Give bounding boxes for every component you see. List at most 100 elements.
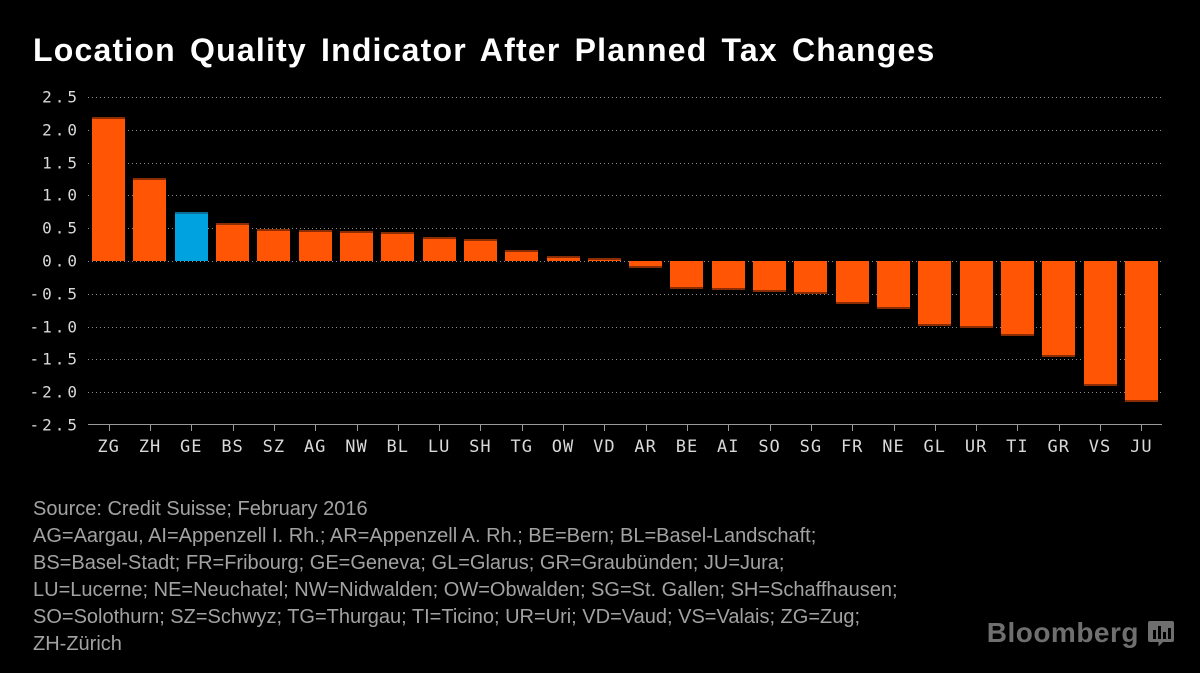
x-tick-label-NW: NW [345, 437, 368, 457]
x-axis-tick [439, 425, 441, 431]
footer-notes: Source: Credit Suisse; February 2016 AG=… [33, 496, 898, 658]
x-tick-label-NE: NE [882, 437, 905, 457]
x-tick-label-FR: FR [840, 437, 864, 457]
y-tick-label: 2.5 [42, 87, 80, 107]
abbreviation-legend-line-3: LU=Lucerne; NE=Neuchatel; NW=Nidwalden; … [33, 579, 898, 601]
x-axis-tick [1100, 425, 1102, 431]
x-axis-tick [769, 425, 771, 431]
bar-VS [1083, 261, 1117, 387]
y-tick-label: 1.0 [42, 185, 80, 205]
x-tick-label-TG: TG [510, 437, 533, 457]
bar-AR [629, 261, 663, 268]
bar-ZG [92, 116, 126, 261]
bar-TI [1000, 261, 1034, 337]
x-tick-label-VD: VD [593, 437, 616, 457]
gridline--1.5 [88, 359, 1162, 361]
bar-GL [918, 261, 952, 326]
x-tick-label-AG: AG [303, 437, 327, 457]
bar-NW [340, 230, 373, 261]
x-axis-tick [686, 425, 688, 431]
x-tick-label-ZH: ZH [138, 437, 162, 457]
x-axis-tick [1017, 425, 1019, 431]
bar-UR [959, 261, 993, 328]
y-tick-label: -2.5 [29, 415, 80, 435]
y-tick-label: 1.5 [42, 153, 80, 173]
gridline-2.0 [88, 129, 1162, 131]
x-axis-tick [191, 425, 193, 431]
x-axis-tick [810, 425, 812, 431]
x-tick-label-UR: UR [964, 437, 988, 457]
y-tick-label: 2.0 [42, 120, 80, 140]
x-tick-label-AR: AR [634, 437, 657, 457]
bar-BS [216, 222, 250, 261]
bar-FR [835, 261, 869, 304]
x-tick-label-JU: JU [1130, 437, 1153, 457]
x-tick-label-AI: AI [717, 437, 740, 457]
bloomberg-logo-text: Bloomberg [986, 617, 1139, 648]
bar-SZ [257, 228, 291, 261]
x-axis-tick [480, 425, 482, 431]
x-axis-tick [273, 425, 275, 431]
y-tick-label: -0.5 [29, 284, 80, 304]
x-axis-tick [108, 425, 110, 431]
abbreviation-legend-line-4: SO=Solothurn; SZ=Schwyz; TG=Thurgau; TI=… [33, 606, 861, 628]
x-tick-label-SO: SO [758, 437, 781, 457]
bar-LU [422, 237, 456, 261]
x-axis-tick [976, 425, 978, 431]
gridline-0.0 [88, 261, 1162, 262]
x-axis-tick [1058, 425, 1060, 431]
x-tick-label-BE: BE [675, 437, 699, 457]
x-tick-label-BS: BS [221, 437, 244, 457]
y-tick-label: 0.5 [42, 218, 80, 238]
x-tick-label-GE: GE [180, 437, 203, 457]
gridline--2.0 [88, 392, 1162, 394]
bar-AI [711, 261, 745, 290]
chart-speech-bubble-icon [1148, 621, 1174, 647]
x-tick-label-VS: VS [1088, 437, 1112, 457]
y-tick-label: -1.0 [29, 317, 80, 337]
x-axis-tick [1141, 425, 1143, 431]
y-tick-label: -2.0 [29, 382, 80, 402]
x-tick-label-SZ: SZ [262, 437, 286, 457]
x-axis-tick [356, 425, 358, 431]
bar-ZH [133, 178, 167, 261]
x-axis-tick [563, 425, 565, 431]
abbreviation-legend-line-1: AG=Aargau, AI=Appenzell I. Rh.; AR=Appen… [33, 525, 817, 547]
x-tick-label-GL: GL [923, 437, 947, 457]
y-axis: 2.5 2.0 1.5 1.0 0.5 0.0 -0.5 -1.0 -1.5 -2.0 -2.5 [0, 88, 80, 435]
bar-NE [877, 261, 910, 309]
x-tick-label-TI: TI [1006, 437, 1029, 457]
bar-JU [1124, 261, 1158, 403]
abbreviation-legend-line-2: BS=Basel-Stadt; FR=Fribourg; GE=Geneva; … [33, 552, 785, 574]
bar-GR [1042, 261, 1076, 358]
bar-BE [670, 261, 704, 289]
gridline--1.0 [88, 326, 1162, 328]
x-axis-tick [315, 425, 317, 431]
x-axis-tick [645, 425, 647, 431]
plot-area [88, 97, 1162, 425]
x-axis-tick [397, 425, 399, 431]
source-line: Source: Credit Suisse; February 2016 [33, 498, 368, 520]
x-axis-tick [521, 425, 523, 431]
x-tick-label-SG: SG [799, 437, 823, 457]
x-axis-tick [149, 425, 151, 431]
bar-OW [546, 255, 580, 261]
x-axis-tick [604, 425, 606, 431]
gridline-1.5 [88, 162, 1162, 164]
x-axis-tick [232, 425, 234, 431]
y-tick-label: -1.5 [29, 349, 80, 369]
bar-SO [753, 261, 787, 293]
gridline--0.5 [88, 293, 1162, 295]
gridline-0.5 [88, 228, 1162, 230]
bloomberg-logo: Bloomberg [987, 617, 1176, 649]
x-tick-label-GR: GR [1047, 437, 1070, 457]
bar-AG [298, 229, 332, 261]
bar-SG [794, 261, 828, 295]
x-tick-label-ZG: ZG [97, 437, 120, 457]
y-tick-label: 0.0 [42, 251, 80, 271]
bar-SH [463, 239, 497, 261]
x-tick-label-OW: OW [551, 437, 575, 457]
x-tick-label-LU: LU [427, 437, 451, 457]
x-axis-tick [852, 425, 854, 431]
